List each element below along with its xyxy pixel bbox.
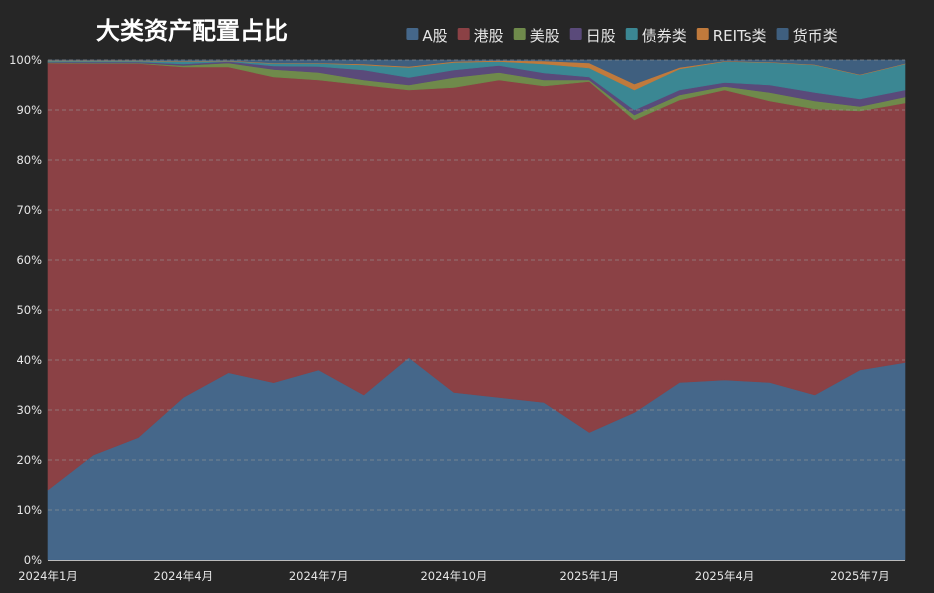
x-tick-label: 2024年1月 — [18, 569, 78, 583]
legend-swatch — [625, 28, 638, 40]
legend-label: 日股 — [586, 27, 616, 45]
legend-swatch — [696, 28, 709, 40]
x-tick-label: 2025年1月 — [559, 569, 619, 583]
grid-layer: 0% 10% 20% 30% 40% 50% 60% 70% 80% 90% 100% — [9, 53, 905, 567]
legend: A股 港股 美股 日股 债券类 REITs类 货币类 — [406, 27, 838, 45]
legend-label: 港股 — [474, 27, 504, 45]
y-tick-label: 30% — [16, 403, 42, 417]
y-tick-label: 40% — [16, 353, 42, 367]
legend-item-3[interactable]: 日股 — [569, 27, 616, 45]
x-tick-label: 2024年7月 — [289, 569, 349, 583]
legend-label: 美股 — [530, 27, 560, 45]
legend-swatch — [569, 28, 582, 40]
legend-label: A股 — [422, 27, 447, 45]
y-tick-label: 90% — [16, 103, 42, 117]
y-tick-label: 10% — [16, 503, 42, 517]
x-tick-label: 2024年4月 — [154, 569, 214, 583]
y-tick-label: 100% — [9, 53, 42, 67]
y-tick-label: 70% — [16, 203, 42, 217]
legend-swatch — [776, 28, 789, 40]
y-tick-label: 50% — [16, 303, 42, 317]
legend-item-0[interactable]: A股 — [406, 27, 448, 45]
axis-layer: 2024年1月 2024年4月 2024年7月 2024年10月 2025年1月 2025… — [18, 560, 905, 583]
legend-label: 货币类 — [793, 27, 838, 45]
y-tick-label: 60% — [16, 253, 42, 267]
legend-label: 债券类 — [642, 27, 687, 45]
legend-label: REITs类 — [713, 27, 767, 45]
legend-swatch — [406, 28, 419, 40]
y-tick-label: 20% — [16, 453, 42, 467]
legend-swatch — [513, 28, 526, 40]
legend-item-1[interactable]: 港股 — [457, 27, 504, 45]
chart-title: 大类资产配置占比 — [96, 17, 288, 45]
areas-layer — [47, 59, 906, 561]
legend-swatch — [457, 28, 470, 40]
y-tick-label: 0% — [24, 553, 42, 567]
legend-item-4[interactable]: 债券类 — [625, 27, 687, 45]
x-tick-label: 2025年4月 — [695, 569, 755, 583]
legend-item-6[interactable]: 货币类 — [776, 27, 838, 45]
area-series-6 — [47, 59, 906, 85]
x-tick-label: 2025年7月 — [830, 569, 890, 583]
legend-item-5[interactable]: REITs类 — [696, 27, 767, 45]
legend-item-2[interactable]: 美股 — [513, 27, 560, 45]
y-tick-label: 80% — [16, 153, 42, 167]
x-tick-label: 2024年10月 — [420, 569, 487, 583]
